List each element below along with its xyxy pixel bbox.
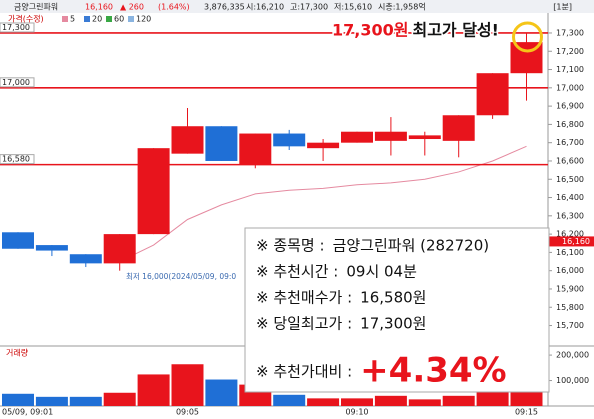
x-tick-label: 09:15: [515, 408, 538, 417]
volume-bar: [374, 395, 407, 406]
candle-body: [205, 126, 238, 161]
y-tick-label: 16,700: [556, 138, 584, 147]
callout-price: 17,300원: [332, 21, 408, 40]
candle-body: [273, 133, 306, 147]
note-value: +4.34%: [360, 351, 506, 391]
current-price-tag: [549, 236, 594, 247]
note-key: ※ 추천시간 :: [256, 263, 338, 281]
legend-swatch: [62, 16, 68, 22]
change: ▲ 260: [120, 3, 144, 12]
volume-bar: [341, 398, 373, 406]
y-tick-label: 16,800: [556, 120, 584, 129]
level-tag: [0, 154, 35, 165]
volume-bar: [69, 396, 102, 406]
y-tick-label: 15,800: [556, 303, 584, 312]
y-tick-label: 16,400: [556, 193, 584, 202]
high: 고:17,300: [290, 3, 328, 12]
note-value: 09시 04분: [346, 263, 417, 281]
y-tick-label: 16,300: [556, 211, 584, 220]
volume-bar: [273, 394, 306, 406]
rate: (1.64%): [158, 3, 190, 12]
current-price-label: 16,160: [562, 237, 590, 246]
legend-label: 가격(수정): [8, 14, 44, 24]
volume-bar: [205, 379, 238, 406]
price: 16,160: [85, 3, 113, 12]
candle-body: [307, 142, 340, 149]
note-key: ※ 추천가대비 :: [256, 363, 352, 381]
note-key: ※ 당일최고가 :: [256, 315, 352, 333]
level-label: 17,000: [2, 78, 30, 87]
x-tick-label: 09:05: [176, 408, 199, 417]
note-key: ※ 추천매수가 :: [256, 289, 352, 307]
level-label: 17,300: [2, 23, 30, 32]
y-tick-label: 16,600: [556, 156, 584, 165]
volume-label: 거래량: [6, 348, 29, 358]
y-tick-label: 100,000: [556, 376, 589, 385]
highlight-circle: [512, 21, 543, 53]
candle-body: [374, 131, 407, 141]
note-layer: ※ 종목명 : 금양그린파워 (282720) ※ 추천시간 : 09시 04분 ※ 추…: [244, 19, 550, 393]
volume-bar: [2, 393, 34, 406]
candle-body: [442, 115, 475, 141]
y-tick-label: 16,200: [556, 230, 584, 239]
legend-entry: 120: [136, 15, 151, 24]
legend-swatch: [106, 16, 112, 22]
volume-bar: [171, 364, 204, 406]
y-tick-label: 16,500: [556, 175, 584, 184]
candle-body: [137, 148, 170, 235]
legend-swatch: [84, 16, 90, 22]
candle-body: [239, 133, 272, 165]
note-value: 17,300원: [360, 315, 426, 333]
note-box: [244, 227, 550, 393]
header-bar: [0, 0, 594, 13]
volume-bar: [307, 398, 340, 406]
note-key: ※ 종목명 :: [256, 237, 325, 255]
legend-entry: 20: [92, 15, 102, 24]
candle-body: [69, 254, 102, 264]
y-tick-label: 17,300: [556, 28, 584, 37]
volume-bar: [137, 374, 170, 406]
y-tick-label: 16,900: [556, 102, 584, 111]
candle-body: [171, 126, 204, 154]
level-label: 16,580: [2, 155, 30, 164]
y-tick-label: 16,100: [556, 248, 584, 257]
candle-body: [2, 232, 34, 249]
legend-entry: 60: [114, 15, 124, 24]
volume-bar: [408, 399, 441, 406]
volume-bar: [476, 390, 509, 406]
y-tick-label: 200,000: [556, 351, 589, 360]
low-note: 최저 16,000(2024/05/09, 09:0: [126, 271, 236, 281]
y-tick-label: 17,200: [556, 47, 584, 56]
y-tick-label: 17,100: [556, 65, 584, 74]
volume: 3,876,335: [204, 3, 245, 12]
note-value: 금양그린파워 (282720): [333, 237, 490, 255]
legend-entry: 5: [70, 15, 75, 24]
level-tag: [0, 22, 35, 33]
note-value: 16,580원: [360, 289, 426, 307]
legend-swatch: [128, 16, 134, 22]
cap: 시총:1,958억: [378, 2, 426, 12]
stock-name: 금양그린파워: [14, 2, 58, 12]
callout-text: 최고가 달성!: [412, 21, 498, 40]
low: 저:15,610: [334, 3, 372, 12]
candle-body: [408, 135, 441, 140]
volume-bar: [103, 392, 136, 406]
y-tick-label: 15,700: [556, 321, 584, 330]
candle-body: [35, 245, 68, 251]
volume-bar: [442, 395, 475, 406]
ma-line: [119, 145, 527, 262]
open: 시:16,210: [246, 3, 284, 12]
period: [1분]: [553, 3, 572, 12]
x-tick-label: 09:10: [345, 408, 368, 417]
y-tick-label: 16,000: [556, 266, 584, 275]
level-tag: [0, 77, 35, 88]
y-tick-label: 15,900: [556, 284, 584, 293]
candle-body: [476, 73, 509, 116]
x-tick-label: 05/09, 09:01: [2, 408, 53, 417]
candle-body: [103, 234, 136, 264]
volume-bar: [35, 396, 68, 406]
y-tick-label: 17,000: [556, 83, 584, 92]
candle-body: [341, 131, 373, 143]
